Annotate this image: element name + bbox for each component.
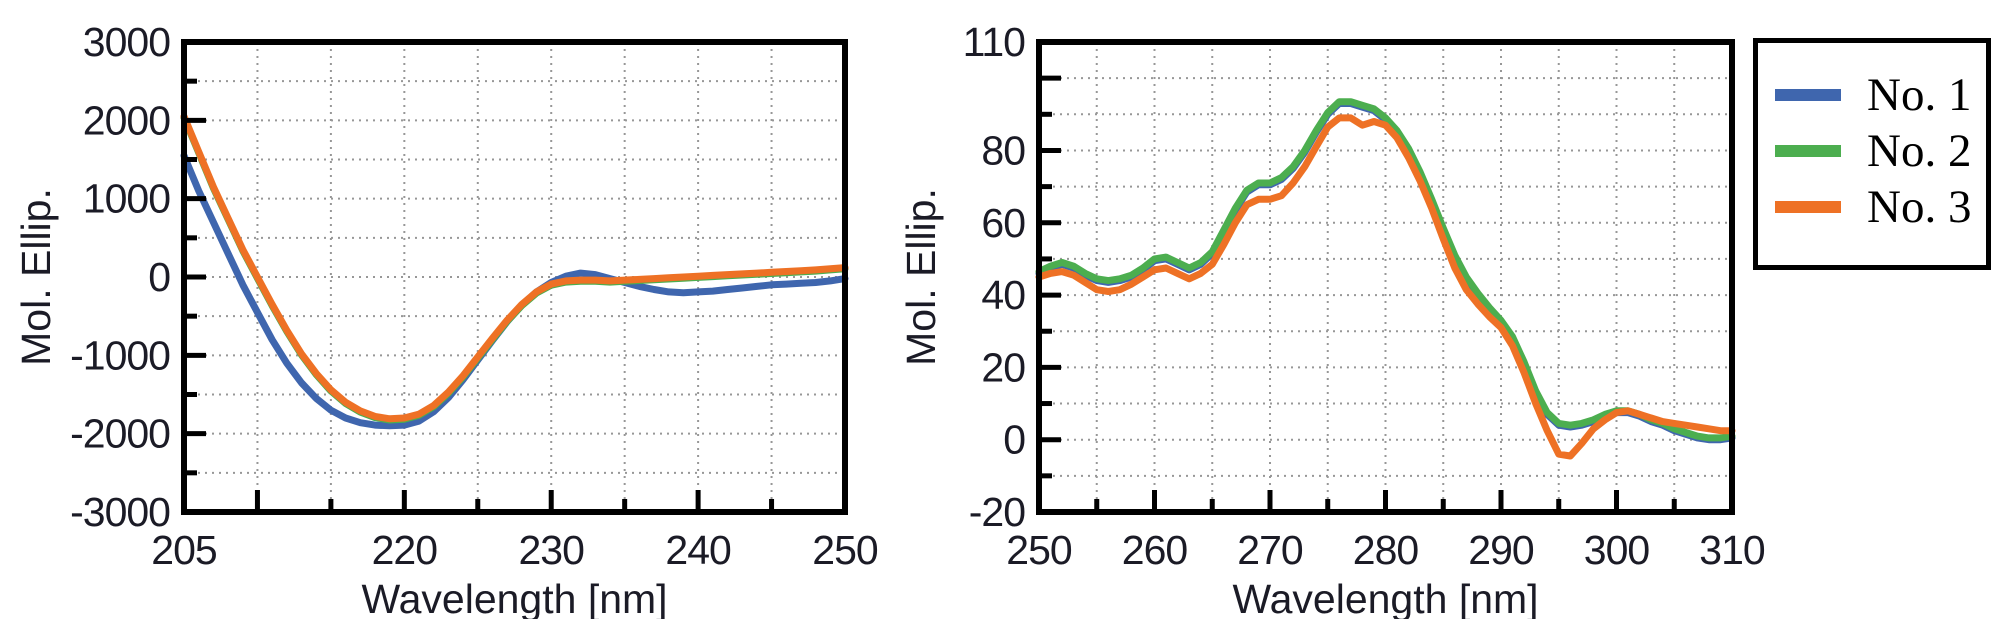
y-tick-label: -3000 <box>70 489 170 535</box>
y-tick-label: 80 <box>981 127 1025 173</box>
x-axis-title: Wavelength [nm] <box>1232 576 1538 619</box>
right-chart-y-tick-labels: 110 80 60 40 20 0 -20 <box>963 19 1027 535</box>
y-tick-label: -1000 <box>70 332 170 378</box>
x-tick-label: 250 <box>1006 527 1072 573</box>
y-tick-label: -2000 <box>70 411 170 457</box>
right-chart-series <box>1035 98 1736 460</box>
series-no-3 <box>1035 114 1736 460</box>
y-axis-title: Mol. Ellip. <box>13 188 59 366</box>
x-tick-label: 205 <box>151 527 217 573</box>
y-tick-label: 20 <box>981 344 1025 390</box>
legend-label-no-1: No. 1 <box>1867 68 1972 121</box>
y-tick-label: 3000 <box>83 19 170 65</box>
right-chart-x-tick-labels: 250 260 270 280 290 300 310 <box>1006 527 1766 573</box>
legend-row-no-2: No. 2 <box>1758 123 1986 179</box>
x-tick-label: 260 <box>1122 527 1188 573</box>
y-tick-label: 110 <box>963 19 1026 65</box>
y-tick-label: 1000 <box>83 176 170 222</box>
left-chart-x-tick-labels: 205 220 230 240 250 <box>151 527 879 573</box>
x-axis-title: Wavelength [nm] <box>361 576 667 619</box>
left-chart-y-tick-labels: 3000 2000 1000 0 -1000 -2000 -3000 <box>70 19 171 535</box>
left-chart: 205 220 230 240 250 3000 2000 1000 0 -1000 -2000 -3… <box>13 19 879 619</box>
y-tick-label: 60 <box>981 200 1025 246</box>
y-tick-label: 2000 <box>83 97 170 143</box>
legend-swatch-no-2 <box>1775 145 1841 157</box>
y-tick-label: 40 <box>981 272 1025 318</box>
right-chart-border <box>1036 39 1735 515</box>
right-chart: 250 260 270 280 290 300 310 110 80 60 40 20 0 -20 Wave… <box>898 19 1766 619</box>
legend-row-no-3: No. 3 <box>1758 179 1986 235</box>
left-chart-border <box>181 39 848 515</box>
left-chart-ticks <box>184 78 775 512</box>
legend-label-no-3: No. 3 <box>1867 180 1972 233</box>
legend-box: No. 1 No. 2 No. 3 <box>1753 38 1991 270</box>
series-no-1 <box>180 152 849 430</box>
series-no-3 <box>180 112 849 423</box>
y-axis-title: Mol. Ellip. <box>898 188 944 366</box>
y-tick-label: 0 <box>148 254 170 300</box>
x-tick-label: 240 <box>665 527 731 573</box>
y-tick-label: 0 <box>1003 417 1025 463</box>
series-no-2 <box>1035 98 1736 442</box>
y-tick-label: -20 <box>969 489 1025 535</box>
legend-swatch-no-3 <box>1775 201 1841 213</box>
x-tick-label: 300 <box>1584 527 1650 573</box>
series-no-2 <box>180 114 849 424</box>
x-tick-label: 280 <box>1353 527 1419 573</box>
x-tick-label: 290 <box>1468 527 1534 573</box>
x-tick-label: 230 <box>519 527 585 573</box>
x-tick-label: 250 <box>812 527 878 573</box>
legend-label-no-2: No. 2 <box>1867 124 1972 177</box>
x-tick-label: 270 <box>1237 527 1303 573</box>
x-tick-label: 220 <box>372 527 438 573</box>
legend-swatch-no-1 <box>1775 89 1841 101</box>
x-tick-label: 310 <box>1699 527 1765 573</box>
legend-row-no-1: No. 1 <box>1758 67 1986 123</box>
left-chart-series <box>180 112 849 430</box>
